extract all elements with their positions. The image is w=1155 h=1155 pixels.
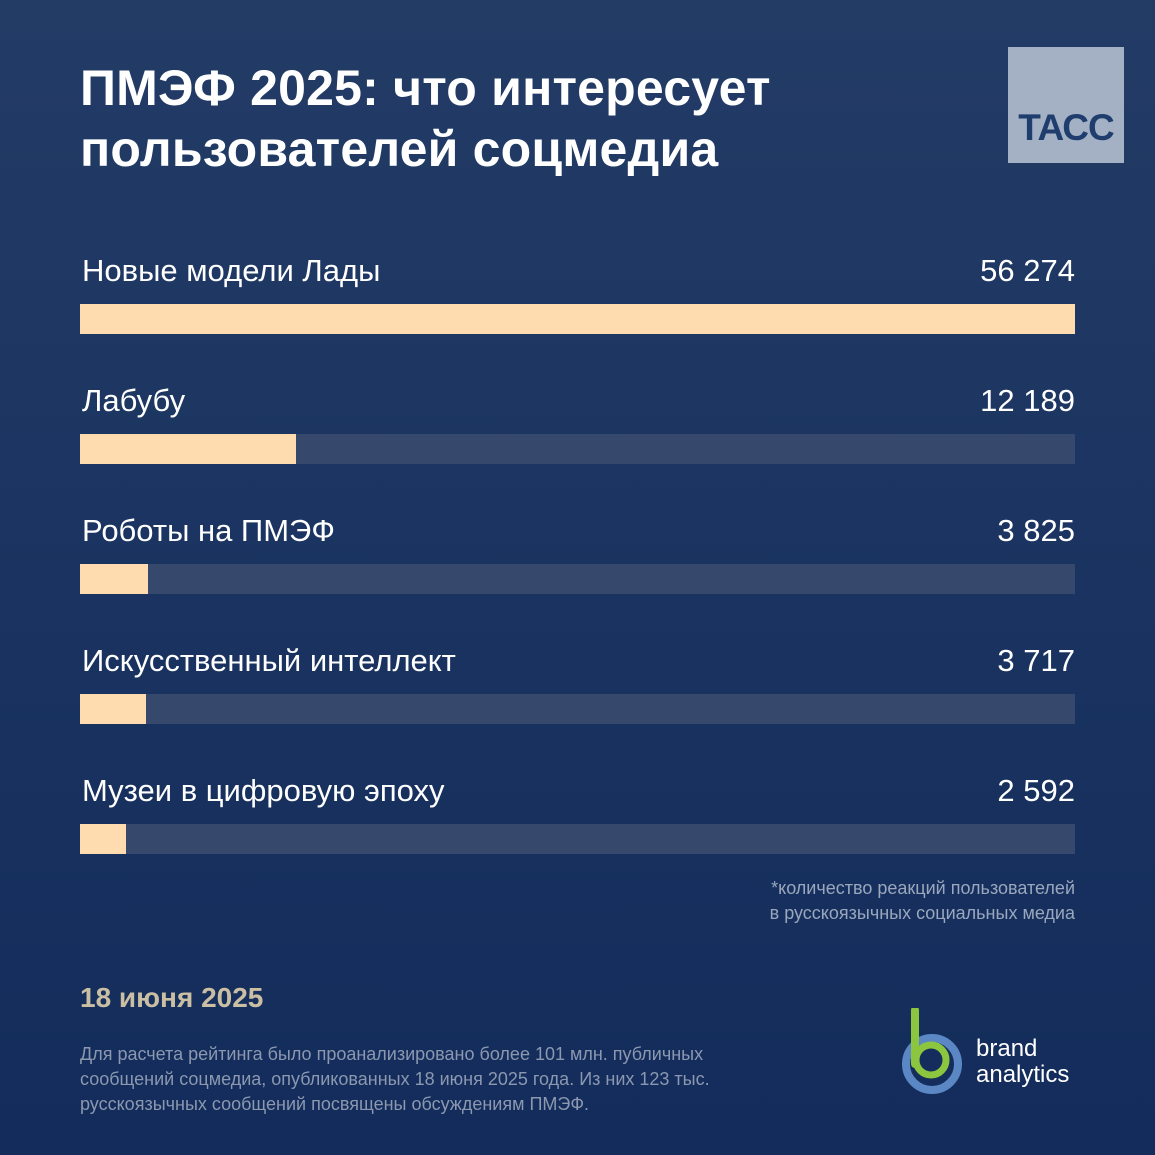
brand-analytics-wordmark: brand analytics — [976, 1036, 1069, 1088]
bar — [80, 824, 126, 854]
bar-row: Лабубу 12 189 — [80, 383, 1075, 493]
tass-logo-text: ТАСС — [1018, 107, 1115, 148]
bar-row: Новые модели Лады 56 274 — [80, 253, 1075, 363]
tass-logo: ТАСС — [1008, 47, 1124, 163]
brand-line-2: analytics — [976, 1061, 1070, 1088]
bar-value-label: 2 592 — [997, 773, 1075, 808]
bar-track — [80, 824, 1075, 854]
bar-track — [80, 694, 1075, 724]
brand-line-1: brand — [976, 1035, 1038, 1062]
footnote: *количество реакций пользователей в русс… — [770, 876, 1075, 926]
methodology-line-3: русскоязычных сообщений посвящены обсужд… — [80, 1094, 590, 1114]
methodology-line-2: сообщений соцмедиа, опубликованных 18 ию… — [80, 1069, 710, 1089]
bar-label: Искусственный интеллект — [82, 643, 456, 678]
date-label: 18 июня 2025 — [80, 982, 264, 1013]
bar-row: Музеи в цифровую эпоху 2 592 — [80, 773, 1075, 883]
brand-analytics-logo: brand analytics — [898, 1008, 1098, 1098]
bar-label: Новые модели Лады — [82, 253, 381, 288]
methodology-line-1: Для расчета рейтинга было проанализирова… — [80, 1044, 704, 1064]
bar-label: Музеи в цифровую эпоху — [82, 773, 445, 808]
chart-title: ПМЭФ 2025: что интересует пользователей … — [80, 58, 960, 180]
bar — [80, 304, 1075, 334]
bar-label: Лабубу — [82, 383, 186, 418]
bar-value-label: 56 274 — [980, 253, 1075, 288]
bar-value-label: 3 825 — [997, 513, 1075, 548]
bar — [80, 564, 148, 594]
bar — [80, 434, 296, 464]
bar-track — [80, 304, 1075, 334]
bar-value-label: 3 717 — [997, 643, 1075, 678]
title-line-1: ПМЭФ 2025: что интересует — [80, 60, 771, 116]
bar-track — [80, 434, 1075, 464]
bar — [80, 694, 146, 724]
title-line-2: пользователей соцмедиа — [80, 121, 719, 177]
brand-analytics-mark-icon — [902, 1008, 962, 1094]
footnote-line-1: *количество реакций пользователей — [771, 878, 1075, 898]
bar-value-label: 12 189 — [980, 383, 1075, 418]
bar-row: Искусственный интеллект 3 717 — [80, 643, 1075, 753]
methodology-text: Для расчета рейтинга было проанализирова… — [80, 1042, 840, 1117]
footnote-line-2: в русскоязычных социальных медиа — [769, 903, 1075, 923]
bar-row: Роботы на ПМЭФ 3 825 — [80, 513, 1075, 623]
bar-track — [80, 564, 1075, 594]
bar-label: Роботы на ПМЭФ — [82, 513, 335, 548]
